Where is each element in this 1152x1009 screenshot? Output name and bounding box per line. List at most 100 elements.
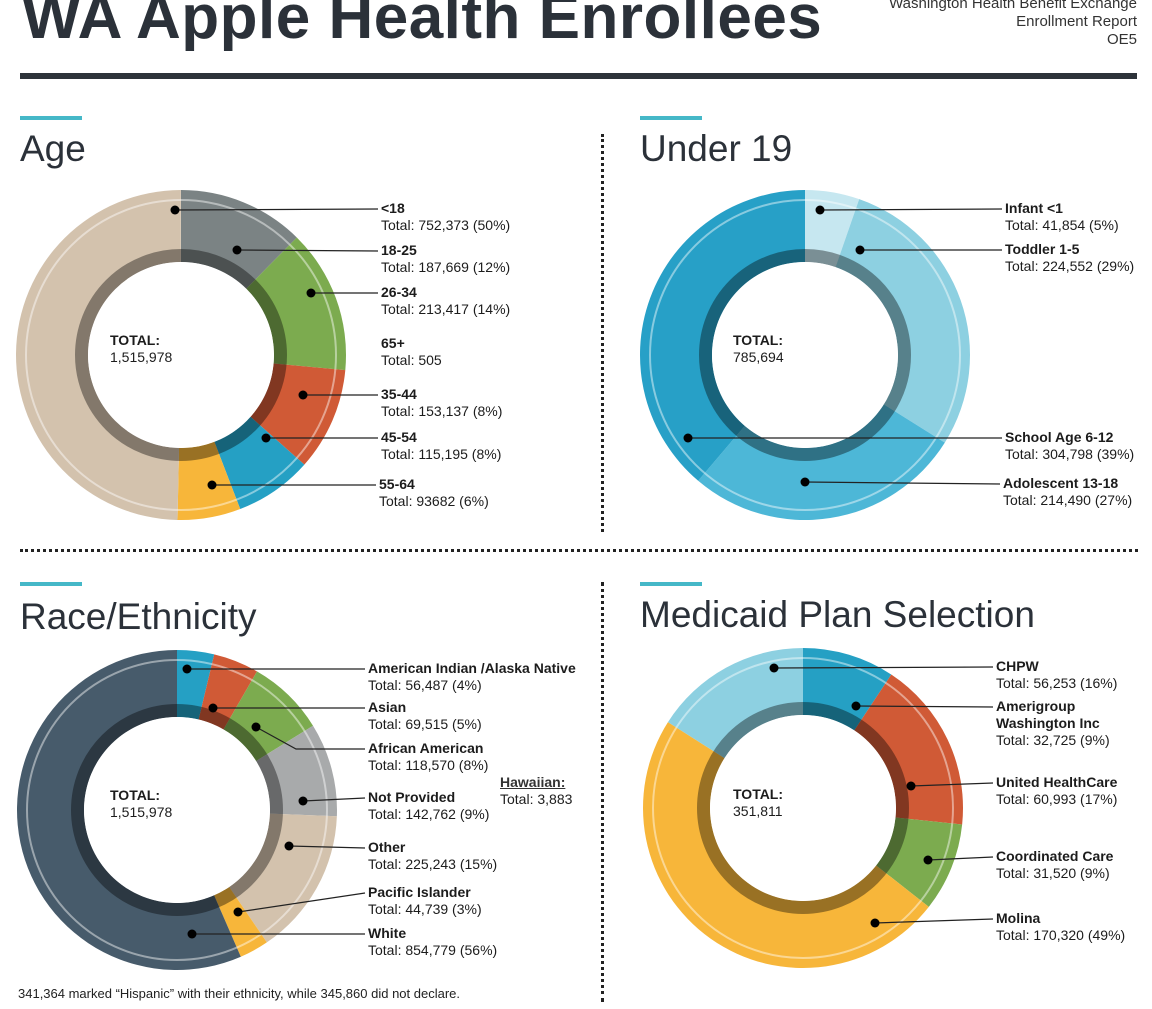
segment-name: African American bbox=[368, 740, 484, 756]
leader-line bbox=[874, 918, 994, 924]
legend-label: 55-64 Total: 93682 (6%) bbox=[379, 476, 489, 510]
leader-line bbox=[302, 797, 366, 802]
legend-label: African American Total: 118,570 (8%) bbox=[368, 740, 488, 774]
segment-name: School Age 6-12 bbox=[1005, 429, 1114, 445]
segment-total: Total: 304,798 (39%) bbox=[1005, 446, 1135, 462]
segment-total: Total: 854,779 (56%) bbox=[368, 942, 498, 958]
leader-line bbox=[174, 208, 379, 211]
slice-18-25 bbox=[181, 190, 297, 289]
legend-label: Coordinated Care Total: 31,520 (9%) bbox=[996, 848, 1113, 882]
leader-dot bbox=[769, 663, 779, 673]
report-period: OE5 bbox=[1106, 31, 1137, 48]
slice-26-34 bbox=[246, 237, 346, 371]
segment-name: Coordinated Care bbox=[996, 848, 1114, 864]
legend-label: 35-44 Total: 153,137 (8%) bbox=[381, 386, 502, 420]
segment-total: Total: 60,993 (17%) bbox=[996, 791, 1118, 807]
slice-amerigroup-washington-inc bbox=[803, 648, 892, 731]
total-value: 1,515,978 bbox=[110, 804, 173, 820]
slice-coordinated-care bbox=[876, 817, 963, 907]
segment-total: Total: 224,552 (29%) bbox=[1005, 258, 1135, 274]
leader-dot bbox=[182, 664, 192, 674]
leader-dot bbox=[306, 288, 316, 298]
hawaiian-total: Total: 3,883 bbox=[500, 791, 573, 807]
inner-ring bbox=[697, 702, 909, 914]
outer-ring-line bbox=[25, 199, 337, 511]
slice-african-american bbox=[223, 671, 314, 762]
leader-dot bbox=[232, 245, 242, 255]
segment-name: Pacific Islander bbox=[368, 884, 471, 900]
legend-label: Amerigroup Washington Inc Total: 32,725 (… bbox=[996, 698, 1126, 749]
segment-total: Total: 142,762 (9%) bbox=[368, 806, 490, 822]
hawaiian-note: Hawaiian: Total: 3,883 bbox=[500, 774, 572, 808]
leader-line bbox=[288, 845, 366, 849]
slice-not-provided bbox=[256, 725, 337, 817]
legend-label: CHPW Total: 56,253 (16%) bbox=[996, 658, 1117, 692]
slice-45-54 bbox=[214, 416, 305, 510]
leader-line bbox=[855, 705, 994, 708]
segment-total: Total: 56,253 (16%) bbox=[996, 675, 1118, 691]
medicaid-title: Medicaid Plan Selection bbox=[640, 594, 1035, 635]
segment-name: <18 bbox=[381, 200, 405, 216]
horizontal-divider bbox=[20, 549, 1138, 552]
total-value: 785,694 bbox=[733, 349, 784, 365]
legend-label: School Age 6-12 Total: 304,798 (39%) bbox=[1005, 429, 1134, 463]
donut-hole bbox=[88, 262, 274, 448]
segment-total: Total: 56,487 (4%) bbox=[368, 677, 482, 693]
vertical-divider bbox=[601, 134, 604, 532]
segment-name: Asian bbox=[368, 699, 407, 715]
slice-other bbox=[229, 813, 337, 943]
legend-label: 26-34 Total: 213,417 (14%) bbox=[381, 284, 510, 318]
outer-ring-line bbox=[652, 657, 954, 959]
segment-name: Adolescent 13-18 bbox=[1003, 475, 1119, 491]
legend-label: Molina Total: 170,320 (49%) bbox=[996, 910, 1125, 944]
total-label: TOTAL: bbox=[110, 787, 161, 803]
leader-dot bbox=[923, 855, 933, 865]
segment-total: Total: 93682 (6%) bbox=[379, 493, 489, 509]
legend-label: Toddler 1-5 Total: 224,552 (29%) bbox=[1005, 241, 1134, 275]
hawaiian-label: Hawaiian: bbox=[500, 774, 566, 790]
segment-name: Infant <1 bbox=[1005, 200, 1063, 216]
leader-dot bbox=[851, 701, 861, 711]
chart-total: TOTAL: 351,811 bbox=[733, 786, 783, 820]
segment-total: Total: 214,490 (27%) bbox=[1003, 492, 1133, 508]
segment-name: Not Provided bbox=[368, 789, 456, 805]
segment-name: Amerigroup Washington Inc bbox=[996, 698, 1100, 731]
leader-dot bbox=[870, 918, 880, 928]
slice-55-64 bbox=[177, 441, 241, 520]
section-accent bbox=[640, 582, 702, 586]
segment-name: 26-34 bbox=[381, 284, 417, 300]
leader-dot bbox=[208, 703, 218, 713]
segment-total: Total: 187,669 (12%) bbox=[381, 259, 511, 275]
report-info: Washington Health Benefit Exchange Enrol… bbox=[889, 0, 1137, 49]
segment-total: Total: 752,373 (50%) bbox=[381, 217, 511, 233]
header-rule bbox=[20, 73, 1137, 79]
segment-total: Total: 44,739 (3%) bbox=[368, 901, 482, 917]
leader-dot bbox=[800, 477, 810, 487]
segment-name: Toddler 1-5 bbox=[1005, 241, 1080, 257]
slice-white bbox=[17, 650, 241, 970]
leader-dot bbox=[170, 205, 180, 215]
leader-dot bbox=[261, 433, 271, 443]
leader-line bbox=[255, 726, 365, 750]
chart-total: TOTAL: 785,694 bbox=[733, 332, 784, 366]
segment-name: 18-25 bbox=[381, 242, 417, 258]
report-name: Enrollment Report bbox=[1016, 13, 1137, 30]
inner-ring bbox=[699, 249, 911, 461]
section-accent bbox=[20, 582, 82, 586]
segment-total: Total: 41,854 (5%) bbox=[1005, 217, 1119, 233]
legend-label: Asian Total: 69,515 (5%) bbox=[368, 699, 482, 733]
slice-molina bbox=[643, 722, 929, 968]
leader-dot bbox=[298, 796, 308, 806]
slice-chpw bbox=[667, 648, 803, 759]
slice-adolescent-13-18 bbox=[698, 404, 945, 520]
segment-name: 55-64 bbox=[379, 476, 415, 492]
leader-dot bbox=[207, 480, 217, 490]
under19-title: Under 19 bbox=[640, 128, 793, 169]
leader-dot bbox=[855, 245, 865, 255]
segment-total: Total: 69,515 (5%) bbox=[368, 716, 482, 732]
segment-total: Total: 31,520 (9%) bbox=[996, 865, 1110, 881]
segment-name: American Indian /Alaska Native bbox=[368, 660, 576, 676]
leader-dot bbox=[683, 433, 693, 443]
segment-name: 65+ bbox=[381, 335, 405, 351]
